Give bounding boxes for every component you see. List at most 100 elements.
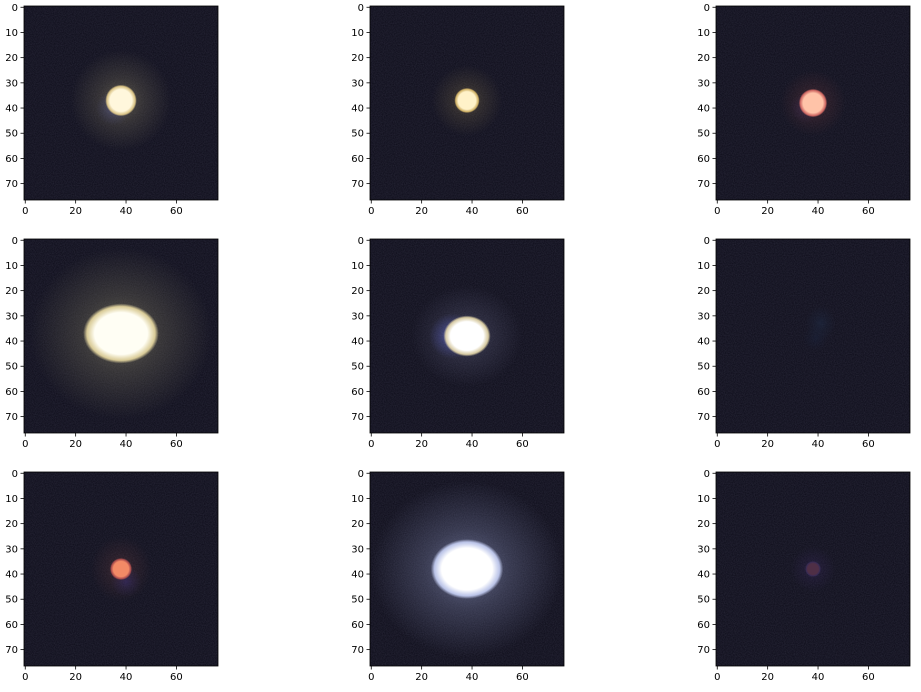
y-tick-label: 30 [697, 544, 710, 555]
y-tick-label: 40 [697, 337, 710, 348]
y-tick-label: 10 [5, 28, 18, 39]
x-tick-label: 20 [761, 672, 774, 683]
y-tick-label: 30 [5, 311, 18, 322]
y-tick-label: 50 [351, 362, 364, 373]
x-tick-label: 0 [714, 672, 720, 683]
x-tick-label: 60 [170, 672, 183, 683]
star-core [430, 539, 504, 599]
y-tick-label: 70 [697, 645, 710, 656]
y-tick-label: 60 [697, 387, 710, 398]
x-tick-label: 20 [415, 439, 428, 450]
y-tick-label: 60 [5, 387, 18, 398]
y-tick-label: 0 [704, 469, 710, 480]
axes-frame [715, 5, 911, 201]
y-tick-label: 70 [697, 179, 710, 190]
star-image [802, 305, 836, 352]
y-tick-label: 0 [358, 3, 364, 14]
x-tick-label: 60 [862, 439, 875, 450]
y-tick-label: 10 [697, 261, 710, 272]
x-tick-label: 20 [761, 206, 774, 217]
x-tick-label: 0 [368, 206, 374, 217]
star-panel-7: 0 20 40 60 0 10 20 30 40 50 60 70 [5, 469, 219, 683]
y-tick-label: 70 [697, 412, 710, 423]
x-axis: 0 20 40 60 [22, 433, 183, 450]
x-tick-label: 40 [812, 206, 825, 217]
y-axis: 0 10 20 30 40 50 60 70 [5, 469, 24, 656]
star-panel-8: 0 20 40 60 0 10 20 30 40 50 60 70 [351, 469, 565, 683]
y-tick-label: 60 [351, 154, 364, 165]
x-tick-label: 0 [22, 206, 28, 217]
x-tick-label: 60 [862, 672, 875, 683]
y-tick-label: 40 [697, 104, 710, 115]
star-core [109, 557, 133, 581]
y-axis: 0 10 20 30 40 50 60 70 [697, 236, 716, 423]
y-tick-label: 10 [351, 261, 364, 272]
y-tick-label: 60 [5, 620, 18, 631]
x-tick-label: 40 [120, 439, 133, 450]
x-axis: 0 20 40 60 [368, 200, 529, 217]
star-panel-6: 0 20 40 60 0 10 20 30 40 50 60 70 [697, 236, 911, 450]
y-axis: 0 10 20 30 40 50 60 70 [5, 236, 24, 423]
y-tick-label: 10 [697, 494, 710, 505]
y-tick-label: 30 [697, 311, 710, 322]
star-image [30, 247, 212, 420]
axes-frame [23, 5, 219, 201]
star-panel-1: 0 20 40 60 0 10 20 30 40 50 60 70 [5, 3, 219, 217]
x-tick-label: 40 [120, 672, 133, 683]
y-tick-label: 30 [351, 78, 364, 89]
x-tick-label: 0 [368, 439, 374, 450]
y-tick-label: 60 [351, 387, 364, 398]
star-image [90, 536, 152, 602]
y-tick-label: 30 [5, 544, 18, 555]
x-tick-label: 40 [466, 206, 479, 217]
y-tick-label: 70 [351, 179, 364, 190]
y-tick-label: 10 [5, 494, 18, 505]
x-tick-label: 40 [466, 672, 479, 683]
axes-frame [369, 238, 565, 434]
y-tick-label: 10 [5, 261, 18, 272]
star-core [454, 87, 480, 114]
y-tick-label: 0 [704, 236, 710, 247]
y-axis: 0 10 20 30 40 50 60 70 [697, 469, 716, 656]
x-tick-label: 20 [761, 439, 774, 450]
star-image [411, 285, 523, 387]
star-image [790, 546, 836, 592]
y-tick-label: 30 [351, 311, 364, 322]
y-tick-label: 70 [5, 412, 18, 423]
y-tick-label: 40 [351, 337, 364, 348]
y-tick-label: 20 [697, 519, 710, 530]
x-tick-label: 60 [516, 672, 529, 683]
y-tick-label: 60 [697, 620, 710, 631]
y-tick-label: 40 [697, 570, 710, 581]
y-axis: 0 10 20 30 40 50 60 70 [697, 3, 716, 190]
y-tick-label: 10 [351, 28, 364, 39]
y-tick-label: 30 [697, 78, 710, 89]
y-tick-label: 20 [697, 286, 710, 297]
y-axis: 0 10 20 30 40 50 60 70 [351, 469, 370, 656]
x-tick-label: 60 [170, 206, 183, 217]
y-tick-label: 0 [12, 469, 18, 480]
y-tick-label: 20 [5, 286, 18, 297]
star-panel-5: 0 20 40 60 0 10 20 30 40 50 60 70 [351, 236, 565, 450]
y-tick-label: 10 [351, 494, 364, 505]
y-tick-label: 20 [351, 286, 364, 297]
y-tick-label: 20 [697, 53, 710, 64]
x-tick-label: 40 [812, 439, 825, 450]
y-tick-label: 50 [351, 129, 364, 140]
y-tick-label: 40 [5, 337, 18, 348]
x-tick-label: 60 [516, 439, 529, 450]
star-panel-9: 0 20 40 60 0 10 20 30 40 50 60 70 [697, 469, 911, 683]
x-tick-label: 40 [812, 672, 825, 683]
x-tick-label: 0 [22, 672, 28, 683]
y-tick-label: 40 [5, 570, 18, 581]
x-tick-label: 0 [368, 672, 374, 683]
star-core [105, 84, 137, 117]
x-axis: 0 20 40 60 [714, 666, 875, 683]
star-core [798, 88, 828, 118]
x-axis: 0 20 40 60 [22, 666, 183, 683]
star-image [371, 480, 563, 658]
axes-frame [715, 471, 911, 667]
x-tick-label: 20 [69, 439, 82, 450]
x-tick-label: 60 [516, 206, 529, 217]
